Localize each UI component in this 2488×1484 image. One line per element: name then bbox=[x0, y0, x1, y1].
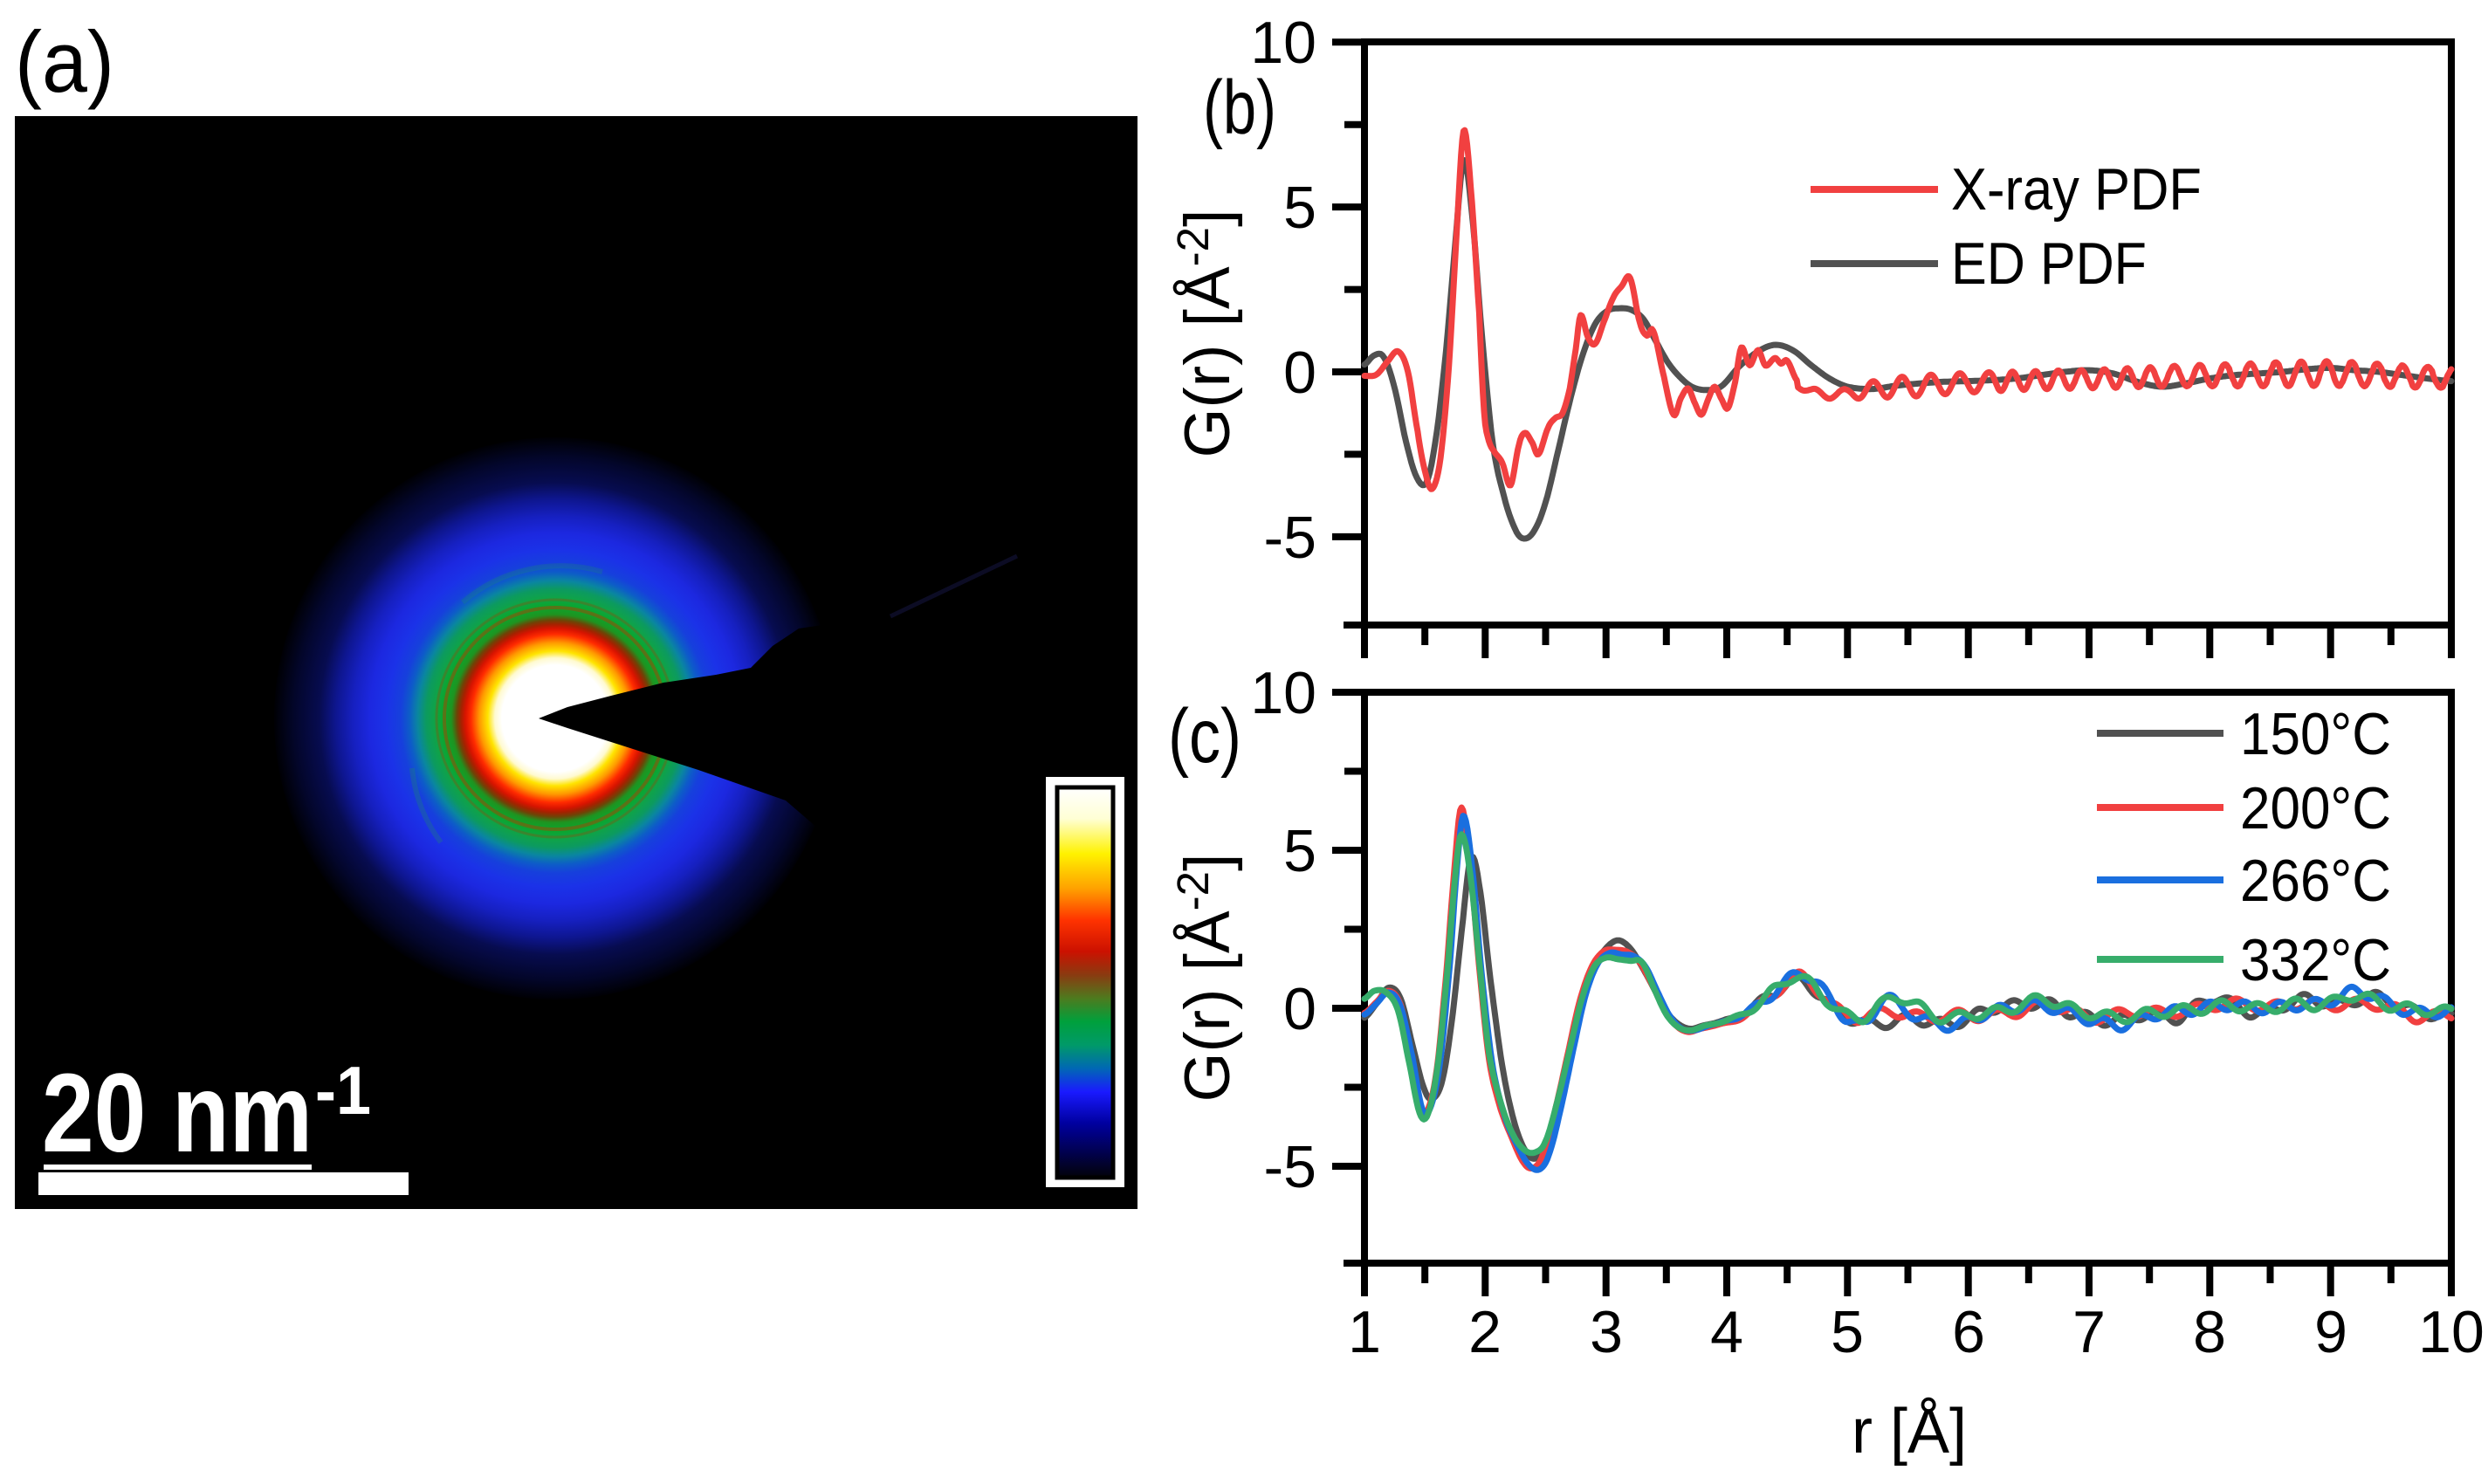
svg-text:(b): (b) bbox=[1203, 65, 1276, 150]
svg-text:8: 8 bbox=[2193, 1299, 2226, 1365]
svg-text:(a): (a) bbox=[15, 13, 114, 110]
svg-text:G(r) [Å-2]: G(r) [Å-2] bbox=[1168, 854, 1243, 1103]
svg-text:266°C: 266°C bbox=[2240, 848, 2391, 914]
svg-text:0: 0 bbox=[1283, 340, 1316, 406]
svg-text:10: 10 bbox=[2418, 1299, 2485, 1365]
svg-text:200°C: 200°C bbox=[2240, 775, 2391, 842]
svg-text:-1: -1 bbox=[315, 1052, 371, 1129]
svg-text:10: 10 bbox=[1250, 10, 1316, 76]
svg-text:-5: -5 bbox=[1264, 505, 1316, 571]
svg-text:2: 2 bbox=[1468, 1299, 1502, 1365]
svg-text:7: 7 bbox=[2072, 1299, 2106, 1365]
svg-text:X-ray PDF: X-ray PDF bbox=[1951, 156, 2202, 223]
svg-text:10: 10 bbox=[1250, 660, 1316, 726]
svg-text:3: 3 bbox=[1590, 1299, 1623, 1365]
svg-text:1: 1 bbox=[1348, 1299, 1381, 1365]
svg-text:6: 6 bbox=[1952, 1299, 1985, 1365]
svg-text:4: 4 bbox=[1710, 1299, 1743, 1365]
svg-text:5: 5 bbox=[1831, 1299, 1864, 1365]
svg-text:r [Å]: r [Å] bbox=[1852, 1397, 1967, 1467]
svg-text:-5: -5 bbox=[1264, 1134, 1316, 1200]
svg-text:5: 5 bbox=[1283, 818, 1316, 884]
svg-text:5: 5 bbox=[1283, 175, 1316, 241]
svg-text:ED PDF: ED PDF bbox=[1951, 230, 2147, 297]
svg-text:20 nm: 20 nm bbox=[42, 1051, 313, 1176]
svg-text:9: 9 bbox=[2314, 1299, 2347, 1365]
svg-text:332°C: 332°C bbox=[2240, 927, 2391, 993]
svg-text:0: 0 bbox=[1283, 976, 1316, 1042]
svg-text:150°C: 150°C bbox=[2240, 701, 2391, 767]
svg-text:(c): (c) bbox=[1168, 694, 1241, 779]
